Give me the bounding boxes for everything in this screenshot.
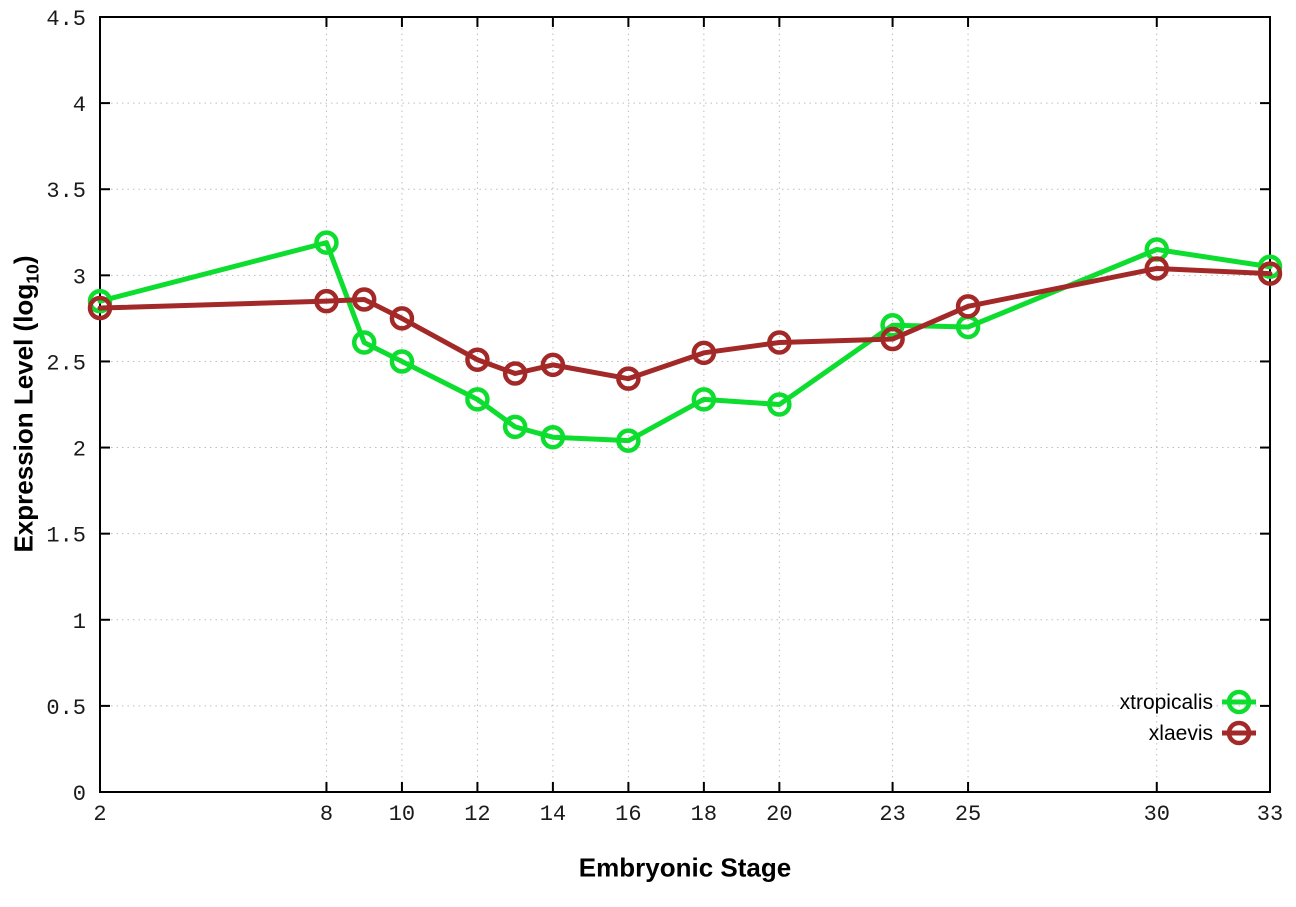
data-point-marker-xlaevis (465, 347, 490, 372)
data-point-marker-xlaevis (767, 330, 792, 355)
y-axis-title: Expression Level (log10) (8, 255, 43, 552)
y-tick-label: 2.5 (46, 351, 86, 376)
data-point-marker-xlaevis (955, 294, 981, 319)
y-tick-label: 1 (73, 610, 86, 635)
legend-sample-marker-xlaevis (1226, 720, 1252, 746)
data-point-marker-xtropicalis (389, 349, 415, 374)
data-point-marker-xtropicalis (540, 424, 566, 450)
data-point-marker-xlaevis (314, 288, 339, 314)
data-point-marker-xlaevis (87, 295, 113, 321)
data-point-marker-xlaevis (351, 287, 377, 312)
x-tick-label: 33 (1257, 802, 1283, 827)
data-point-marker-xlaevis (502, 361, 528, 386)
data-point-marker-xlaevis (1144, 256, 1170, 281)
data-point-marker-xlaevis (616, 366, 641, 391)
y-tick-label: 0.5 (46, 696, 86, 721)
x-tick-label: 30 (1144, 802, 1170, 827)
data-point-marker-xlaevis (389, 306, 415, 331)
legend-label-xlaevis: xlaevis (1149, 722, 1213, 745)
x-tick-label: 25 (955, 802, 981, 827)
y-axis-title-text: Expression Level (log (8, 283, 39, 553)
y-axis-title-subscript: 10 (22, 264, 43, 284)
y-axis-title-suffix: ) (8, 255, 39, 265)
x-axis-title: Embryonic Stage (578, 852, 792, 883)
x-tick-label: 18 (691, 802, 717, 827)
x-tick-label: 12 (464, 802, 490, 827)
data-point-marker-xtropicalis (314, 230, 339, 255)
plot-border (99, 16, 1271, 793)
data-point-marker-xtropicalis (502, 414, 528, 440)
y-tick-label: 3.5 (46, 179, 86, 204)
y-tick-label: 0 (73, 782, 86, 807)
data-point-marker-xtropicalis (691, 387, 717, 412)
legend-label-xtropicalis: xtropicalis (1120, 691, 1213, 714)
x-tick-label: 14 (540, 802, 566, 827)
data-point-marker-xtropicalis (767, 392, 792, 417)
y-tick-label: 1.5 (46, 524, 86, 549)
data-point-marker-xlaevis (880, 326, 905, 352)
series-line-xlaevis (97, 265, 1273, 382)
x-tick-label: 20 (766, 802, 792, 827)
data-point-marker-xlaevis (540, 352, 566, 378)
x-tick-label: 10 (389, 802, 415, 827)
series-line-xtropicalis (97, 240, 1273, 444)
data-point-marker-xtropicalis (465, 387, 490, 412)
y-tick-label: 4 (73, 93, 86, 118)
x-tick-label: 16 (615, 802, 641, 827)
x-tick-label: 8 (320, 802, 333, 827)
x-tick-label: 2 (93, 802, 106, 827)
y-tick-label: 3 (73, 265, 86, 290)
x-tick-label: 23 (879, 802, 905, 827)
data-point-marker-xtropicalis (351, 330, 377, 355)
data-point-marker-xlaevis (691, 340, 717, 366)
y-tick-label: 2 (73, 438, 86, 463)
data-point-marker-xtropicalis (616, 428, 641, 453)
legend-sample-marker-xtropicalis (1226, 689, 1252, 715)
data-point-marker-xlaevis (1257, 261, 1283, 286)
y-tick-label: 4.5 (46, 7, 86, 32)
data-point-marker-xtropicalis (880, 313, 905, 338)
